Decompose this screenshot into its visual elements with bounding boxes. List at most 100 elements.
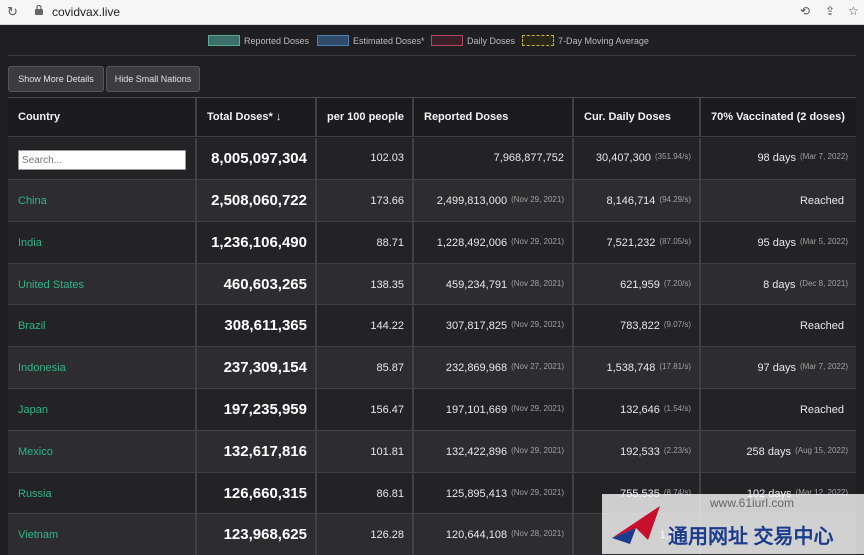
daily-rate: (17.81/s) [659,362,691,372]
country-link[interactable]: Japan [18,404,48,416]
country-link[interactable]: India [18,236,42,249]
reported-date: (Nov 28, 2021) [511,529,564,539]
reported-doses: 307,817,825 [445,320,508,333]
table-cell: 232,869,968 (Nov 27, 2021) [414,347,574,389]
table-cell: 86.81 [317,472,414,515]
table-cell: 621,959 (7.20/s) [574,263,701,306]
table-cell: 197,235,959 [197,389,317,431]
col-country[interactable]: Country [8,98,197,136]
daily-doses: 621,959 [620,278,660,291]
table-row: Russia 126,660,315 86.81 125,895,413 (Nov 29… [8,472,856,515]
translate-icon[interactable]: ⟲ [800,4,811,18]
divider [8,429,856,431]
reported-date: (Nov 29, 2021) [511,487,564,497]
table-cell: 783,822 (9.07/s) [574,305,701,348]
table-cell: 459,234,791 (Nov 28, 2021) [414,263,574,306]
table-cell: 197,101,669 (Nov 29, 2021) [414,389,574,431]
country-link[interactable]: China [18,195,47,207]
country-link[interactable]: Russia [18,487,52,500]
vaccinated-date: (Mar 12, 2022) [795,487,848,497]
share-icon[interactable]: ⇪ [825,4,836,18]
estimated-doses-swatch [317,35,349,46]
world-daily-cell: 30,407,300 (351.94/s) [574,138,701,179]
table-cell: 125,895,413 (Nov 29, 2021) [414,472,574,515]
reported-doses: 1,228,492,006 [436,236,508,249]
per-100: 101.81 [370,445,404,458]
reload-icon[interactable]: ↻ [7,4,18,19]
daily-rate: (8.74/s) [663,487,691,497]
table-cell: 308,611,365 [197,305,317,348]
col-per-100[interactable]: per 100 people [317,98,414,136]
per-100: 144.22 [370,320,404,333]
world-vacc: 98 days [757,152,796,164]
country-link[interactable]: United States [18,278,85,291]
table-row: China 2,508,060,722 173.66 2,499,813,000 (No… [8,180,856,222]
table-cell: 132,422,896 (Nov 29, 2021) [414,430,574,473]
url-text[interactable]: covidvax.live [52,5,121,19]
search-cell [8,138,197,179]
reported-doses-swatch [208,35,240,46]
reported-doses: 125,895,413 [445,487,508,500]
table-cell: Reached [701,389,856,431]
table-row: India 1,236,106,490 88.71 1,228,492,006 (Nov… [8,221,856,264]
table-cell: 85.87 [317,347,414,389]
total-doses: 2,508,060,722 [211,192,307,209]
reported-date: (Nov 29, 2021) [511,320,564,330]
table-cell: United States [8,263,197,306]
divider [8,387,856,389]
table-cell: 1,228,492,006 (Nov 29, 2021) [414,221,574,264]
country-link[interactable]: Indonesia [18,362,66,375]
country-link[interactable]: Brazil [18,320,46,333]
country-link[interactable]: Mexico [18,445,53,458]
reported-date: (Nov 28, 2021) [511,278,564,288]
per-100: 138.35 [370,278,404,291]
reported-date: (Nov 29, 2021) [511,445,564,455]
table-cell: 258 days (Aug 15, 2022) [701,431,856,473]
daily-doses: 1,538,748 [606,362,656,375]
divider [8,513,856,515]
col-reported-doses[interactable]: Reported Doses [414,98,574,136]
per-100: 85.87 [376,362,404,375]
total-doses: 126,660,315 [223,484,307,502]
col-daily-doses[interactable]: Cur. Daily Doses [574,98,701,136]
per-100: 86.81 [376,487,404,500]
search-input[interactable] [18,150,186,170]
show-more-details-button[interactable]: Show More Details [8,66,104,92]
vaccinated-eta: 97 days [757,362,796,375]
world-total: 8,005,097,304 [211,150,307,167]
col-total-doses[interactable]: Total Doses* ↓ [197,98,317,136]
moving-average-swatch [522,35,554,46]
daily-doses-swatch [431,35,463,46]
divider [8,136,856,137]
daily-rate: (2.23/s) [663,445,691,455]
table-cell: 8 days (Dec 8, 2021) [701,264,856,306]
divider [8,55,856,56]
table-cell: 132,646 (1.54/s) [574,389,701,431]
watermark-brand: 通用网址 交易中心 [668,526,834,548]
table-cell: 138.35 [317,263,414,306]
world-reported-cell: 7,968,877,752 [414,138,574,179]
vaccinated-eta: Reached [799,195,844,207]
table-cell: 1,538,748 (17.81/s) [574,347,701,389]
country-link[interactable]: Vietnam [18,529,59,542]
per-100: 88.71 [376,236,404,249]
total-doses: 1,236,106,490 [211,233,307,251]
daily-doses: 132,646 [620,404,660,416]
table-cell: India [8,221,197,264]
legend-moving-average: 7-Day Moving Average [558,36,649,46]
world-vacc-date: (Mar 7, 2022) [799,152,848,161]
vaccinated-eta: 8 days [763,278,796,291]
bookmark-star-icon[interactable]: ☆ [848,4,859,18]
table-cell: Japan [8,389,197,431]
daily-doses: 783,822 [620,320,660,333]
col-vaccinated[interactable]: 70% Vaccinated (2 doses) [711,111,845,123]
reported-date: (Nov 29, 2021) [511,195,564,204]
daily-rate: (1.54/s) [663,404,691,413]
daily-doses: 192,533 [620,445,660,458]
vaccinated-date: (Mar 5, 2022) [799,236,848,246]
divider [8,220,856,222]
hide-small-nations-button[interactable]: Hide Small Nations [106,66,200,92]
world-daily-rate: (351.94/s) [654,152,691,161]
divider [8,179,856,180]
total-doses: 237,309,154 [223,359,307,377]
